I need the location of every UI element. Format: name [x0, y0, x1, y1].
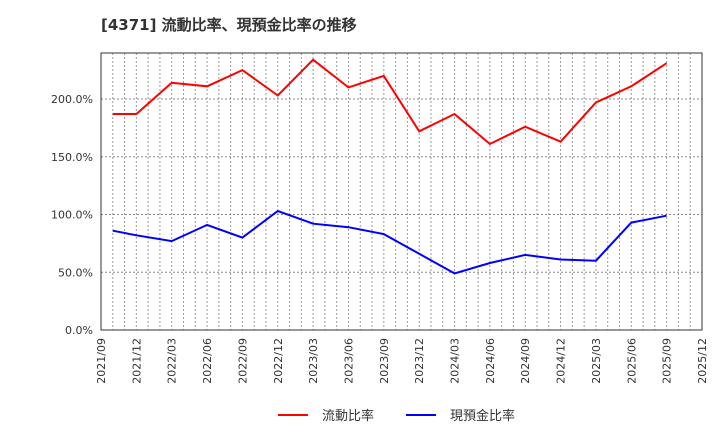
legend-swatch-red	[278, 413, 308, 416]
x-tick-label: 2021/12	[130, 338, 143, 384]
series-line	[112, 209, 667, 275]
chart-title: [4371] 流動比率、現預金比率の推移	[101, 16, 357, 34]
x-tick-label: 2024/03	[449, 338, 462, 384]
x-tick-label: 2025/06	[625, 338, 638, 384]
x-axis: 2021/09 2021/12 2022/03 2022/06 2022/09 2022/…	[95, 338, 709, 384]
legend-label: 現預金比率	[450, 409, 516, 424]
legend-item-current-ratio: 流動比率	[278, 405, 374, 424]
x-tick-label: 2024/06	[484, 338, 497, 384]
x-tick-label: 2022/09	[236, 338, 249, 384]
legend-item-cash-ratio: 現預金比率	[406, 405, 515, 424]
y-tick-label: 50.0%	[58, 266, 93, 279]
x-tick-label: 2022/03	[166, 338, 179, 384]
series-line	[112, 58, 668, 146]
y-tick-label: 200.0%	[51, 93, 93, 106]
x-tick-label: 2023/12	[413, 338, 426, 384]
x-tick-label: 2025/12	[696, 338, 709, 384]
x-tick-label: 2022/12	[272, 338, 285, 384]
x-tick-label: 2022/06	[201, 338, 214, 384]
y-tick-label: 0.0%	[65, 324, 93, 337]
x-tick-label: 2024/09	[519, 338, 532, 384]
y-tick-label: 100.0%	[51, 209, 93, 222]
legend: 流動比率 現預金比率	[278, 405, 547, 424]
legend-label: 流動比率	[322, 409, 375, 424]
x-tick-label: 2024/12	[555, 338, 568, 384]
data-series	[112, 58, 668, 275]
x-tick-label: 2021/09	[95, 338, 108, 384]
x-tick-label: 2023/06	[342, 338, 355, 384]
x-tick-label: 2025/09	[661, 338, 674, 384]
x-tick-label: 2025/03	[590, 338, 603, 384]
legend-swatch-blue	[406, 413, 437, 416]
y-tick-label: 150.0%	[51, 151, 93, 164]
y-axis: 0.0% 50.0% 100.0% 150.0% 200.0%	[51, 93, 93, 337]
x-tick-label: 2023/09	[378, 338, 391, 384]
x-tick-label: 2023/03	[307, 338, 320, 384]
plot-frame	[100, 52, 703, 331]
